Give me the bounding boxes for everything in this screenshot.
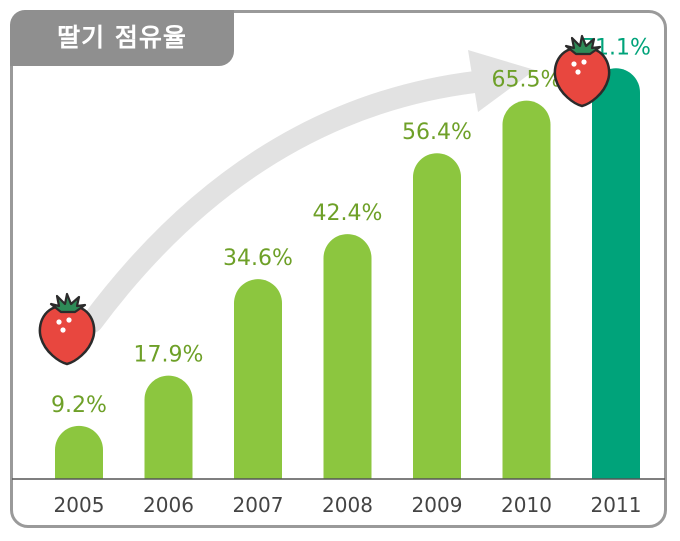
trend-arrow-icon (81, 50, 535, 333)
chart-title: 딸기 점유율 (10, 10, 234, 66)
bar-2010 (502, 100, 551, 480)
x-tick-label: 2007 (233, 493, 284, 517)
x-tick-label: 2010 (501, 493, 552, 517)
value-label: 34.6% (223, 246, 293, 271)
bar-2008 (323, 234, 372, 479)
bar-2011 (592, 68, 640, 479)
x-tick-label: 2005 (54, 493, 105, 517)
strawberry-icon (38, 292, 96, 366)
x-tick-label: 2008 (322, 493, 373, 517)
x-tick-label: 2011 (591, 493, 642, 517)
value-label: 42.4% (313, 201, 383, 226)
value-label: 9.2% (51, 393, 107, 418)
bar-2005 (55, 425, 103, 479)
x-tick-label: 2009 (412, 493, 463, 517)
bar-2007 (234, 279, 282, 479)
chart-frame (10, 10, 667, 528)
bar-2009 (413, 153, 461, 479)
value-label: 65.5% (492, 68, 562, 93)
value-label: 17.9% (134, 343, 204, 368)
value-label: 56.4% (402, 120, 472, 145)
bar-2006 (144, 375, 193, 479)
x-tick-label: 2006 (143, 493, 194, 517)
